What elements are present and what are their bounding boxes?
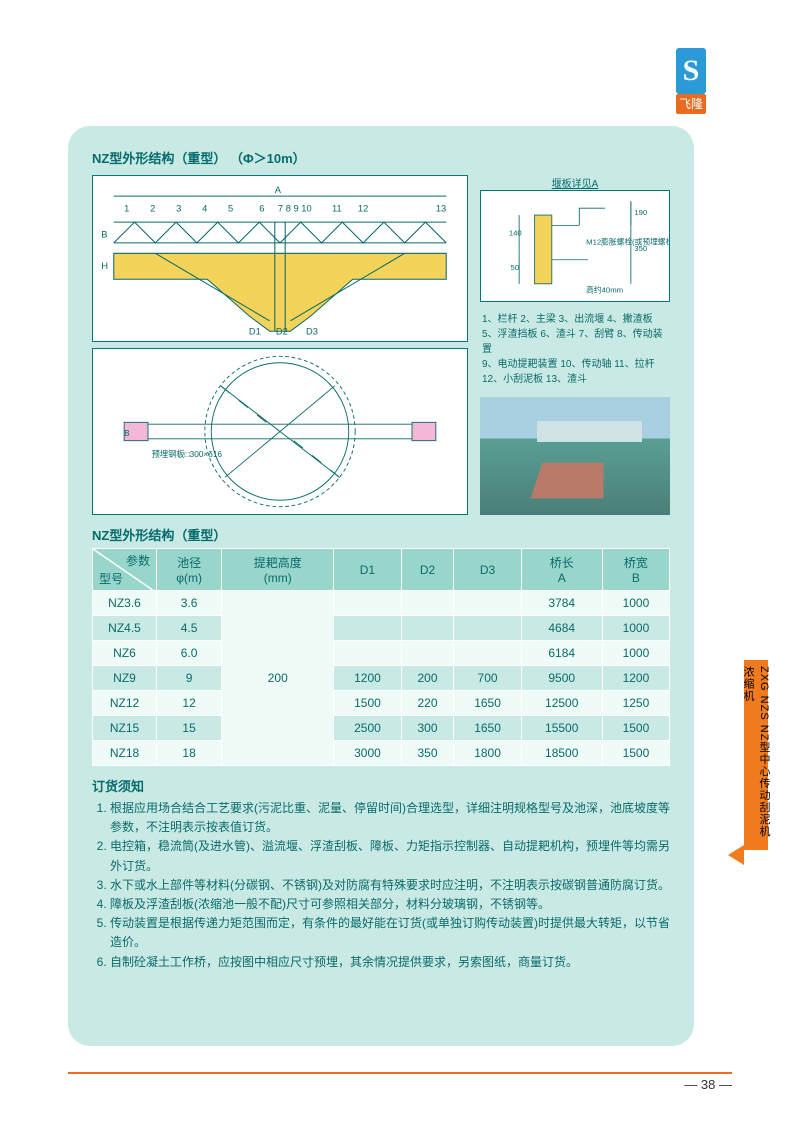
logo-letter: S (676, 48, 706, 94)
note-item: 障板及浮渣刮板(浓缩池一般不配)尺寸可参照相关部分，材料分玻璃钢，不锈钢等。 (110, 895, 670, 914)
logo-brand: 飞隆 (676, 94, 706, 114)
page-number: — 38 — (684, 1077, 732, 1092)
svg-text:A: A (275, 185, 282, 195)
notes-title: 订货须知 (92, 776, 670, 795)
diagram-side-elevation: 123 45 67 8 9 10 1112 13 A BH D1D2D3 (92, 175, 468, 342)
diagram-left-col: 123 45 67 8 9 10 1112 13 A BH D1D2D3 (92, 175, 468, 515)
svg-text:1: 1 (124, 204, 129, 214)
svg-text:6: 6 (259, 204, 264, 214)
svg-text:D1: D1 (249, 326, 261, 336)
svg-text:B: B (124, 429, 130, 438)
svg-text:7 8 9 10: 7 8 9 10 (278, 204, 312, 214)
legend-line: 12、小刮泥板 13、渣斗 (482, 372, 668, 387)
table-row: NZ3.63.620037841000 (93, 591, 670, 616)
table-row: NZ151525003001650155001500 (93, 716, 670, 741)
svg-text:4: 4 (202, 204, 207, 214)
note-item: 电控箱，稳流筒(及进水管)、溢流堰、浮渣刮板、障板、力矩指示控制器、自动提耙机构… (110, 837, 670, 875)
diagram-title: NZ型外形结构（重型） （Φ＞10m） (92, 148, 670, 167)
svg-text:高约40mm: 高约40mm (586, 284, 623, 294)
svg-text:13: 13 (436, 204, 446, 214)
diagrams-row: 123 45 67 8 9 10 1112 13 A BH D1D2D3 (92, 175, 670, 515)
th-corner: 参数 型号 (93, 549, 157, 591)
th-d2: D2 (401, 549, 454, 591)
diagram-right-col: 堰板详见A 140 50 190 350 M12膨胀螺栓(或预埋螺栓)固定 高约… (480, 175, 670, 515)
svg-text:11: 11 (332, 204, 342, 214)
svg-text:3: 3 (176, 204, 181, 214)
svg-text:B: B (101, 230, 107, 240)
table-row: NZ121215002201650125001250 (93, 691, 670, 716)
svg-text:2: 2 (150, 204, 155, 214)
th-dia: 池径 φ(m) (157, 549, 222, 591)
table-row: NZ99120020070095001200 (93, 666, 670, 691)
note-item: 水下或水上部件等材料(分碳钢、不锈钢)及对防腐有特殊要求时应注明，不注明表示按碳… (110, 876, 670, 895)
side-tab-arrow (728, 845, 744, 865)
svg-text:12: 12 (358, 204, 368, 214)
th-rake: 提耙高度 (mm) (222, 549, 334, 591)
legend-line: 5、浮渣挡板 6、渣斗 7、刮臂 8、传动装置 (482, 327, 668, 357)
svg-text:H: H (101, 261, 108, 271)
table-row: NZ4.54.546841000 (93, 616, 670, 641)
legend-list: 1、栏杆 2、主梁 3、出流堰 4、撇渣板 5、浮渣挡板 6、渣斗 7、刮臂 8… (480, 308, 670, 391)
footer-rule (68, 1072, 732, 1074)
svg-text:D2: D2 (276, 326, 288, 336)
th-b: 桥宽 B (602, 549, 669, 591)
site-photo (480, 397, 670, 515)
note-item: 传动装置是根据传递力矩范围而定，有条件的最好能在订货(或单独订购传动装置)时提供… (110, 914, 670, 952)
detail-title: 堰板详见A (480, 175, 670, 190)
svg-text:140: 140 (509, 229, 522, 238)
table-row: NZ66.061841000 (93, 641, 670, 666)
side-tab: ZXG NZS NZ型中心传动刮泥机 浓缩机 (744, 660, 768, 850)
th-d3: D3 (454, 549, 521, 591)
legend-line: 1、栏杆 2、主梁 3、出流堰 4、撇渣板 (482, 312, 668, 327)
diagram-plan-view: 预埋钢板□300×δ16 B (92, 348, 468, 515)
note-item: 根据应用场合结合工艺要求(污泥比重、泥量、停留时间)合理选型，详细注明规格型号及… (110, 799, 670, 837)
svg-text:190: 190 (634, 208, 647, 217)
note-item: 自制砼凝土工作桥，应按图中相应尺寸预埋，其余情况提供要求，另索图纸，商量订货。 (110, 953, 670, 972)
content-card: NZ型外形结构（重型） （Φ＞10m） 123 (68, 126, 694, 1046)
ordering-notes: 根据应用场合结合工艺要求(污泥比重、泥量、停留时间)合理选型，详细注明规格型号及… (92, 799, 670, 972)
svg-text:D3: D3 (306, 326, 318, 336)
svg-text:5: 5 (228, 204, 233, 214)
table-title: NZ型外形结构（重型） (92, 525, 670, 544)
th-d1: D1 (334, 549, 401, 591)
diagram-weir-detail: 140 50 190 350 M12膨胀螺栓(或预埋螺栓)固定 高约40mm (480, 190, 670, 302)
table-row: NZ181830003501800185001500 (93, 741, 670, 766)
svg-text:M12膨胀螺栓(或预埋螺栓)固定: M12膨胀螺栓(或预埋螺栓)固定 (586, 236, 669, 246)
brand-logo: S飞隆 (676, 48, 732, 96)
svg-text:50: 50 (511, 263, 520, 272)
svg-text:预埋钢板□300×δ16: 预埋钢板□300×δ16 (152, 449, 223, 459)
spec-table: 参数 型号 池径 φ(m) 提耙高度 (mm) D1 D2 D3 桥长 A 桥宽… (92, 548, 670, 766)
th-a: 桥长 A (521, 549, 602, 591)
legend-line: 9、电动提耙装置 10、传动轴 11、拉杆 (482, 357, 668, 372)
